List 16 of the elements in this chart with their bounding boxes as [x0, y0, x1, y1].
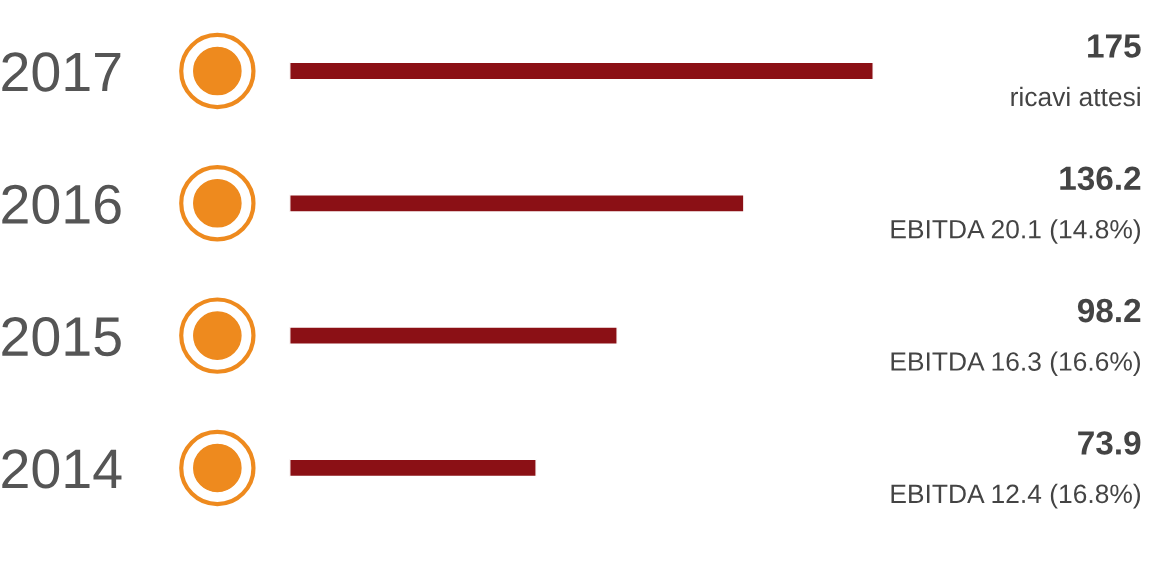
y-tick-label: 2015 — [2, 316, 121, 357]
data-label: 98.2 — [1077, 298, 1141, 323]
y-tick-label: 2014 — [2, 449, 122, 489]
data-label: 73.9 — [1078, 431, 1141, 455]
text: EBITDA 20.1 (14.8%) — [891, 219, 1140, 244]
bar — [289, 61, 874, 81]
text: EBITDA 12.4 (16.8%) — [891, 483, 1140, 509]
y-tick-label: 2017 — [2, 52, 121, 92]
bar — [289, 194, 745, 213]
data-label: 175 — [1088, 34, 1141, 58]
text: ricavi attesi — [1011, 86, 1140, 107]
text: EBITDA 16.3 (16.6%) — [891, 351, 1140, 377]
bar — [289, 458, 537, 478]
bar — [289, 326, 618, 345]
y-tick-label: 2016 — [2, 184, 121, 224]
data-label: 136.2 — [1060, 166, 1141, 191]
